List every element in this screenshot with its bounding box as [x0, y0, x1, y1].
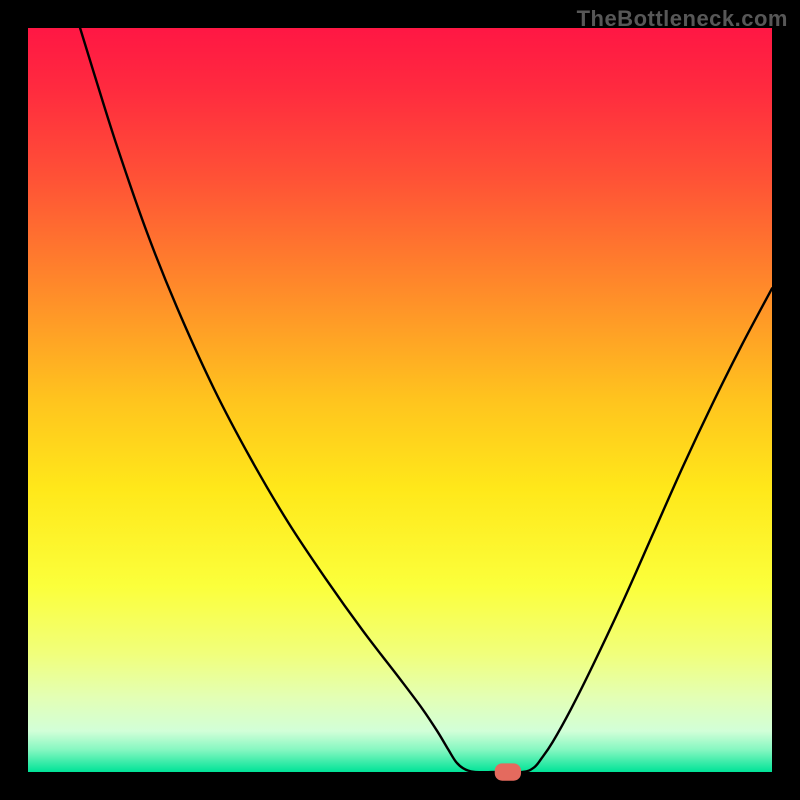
optimal-marker [495, 764, 520, 780]
chart-frame: { "watermark": { "text": "TheBottleneck.… [0, 0, 800, 800]
plot-background [28, 28, 772, 772]
bottleneck-chart [0, 0, 800, 800]
watermark-text: TheBottleneck.com [577, 6, 788, 32]
